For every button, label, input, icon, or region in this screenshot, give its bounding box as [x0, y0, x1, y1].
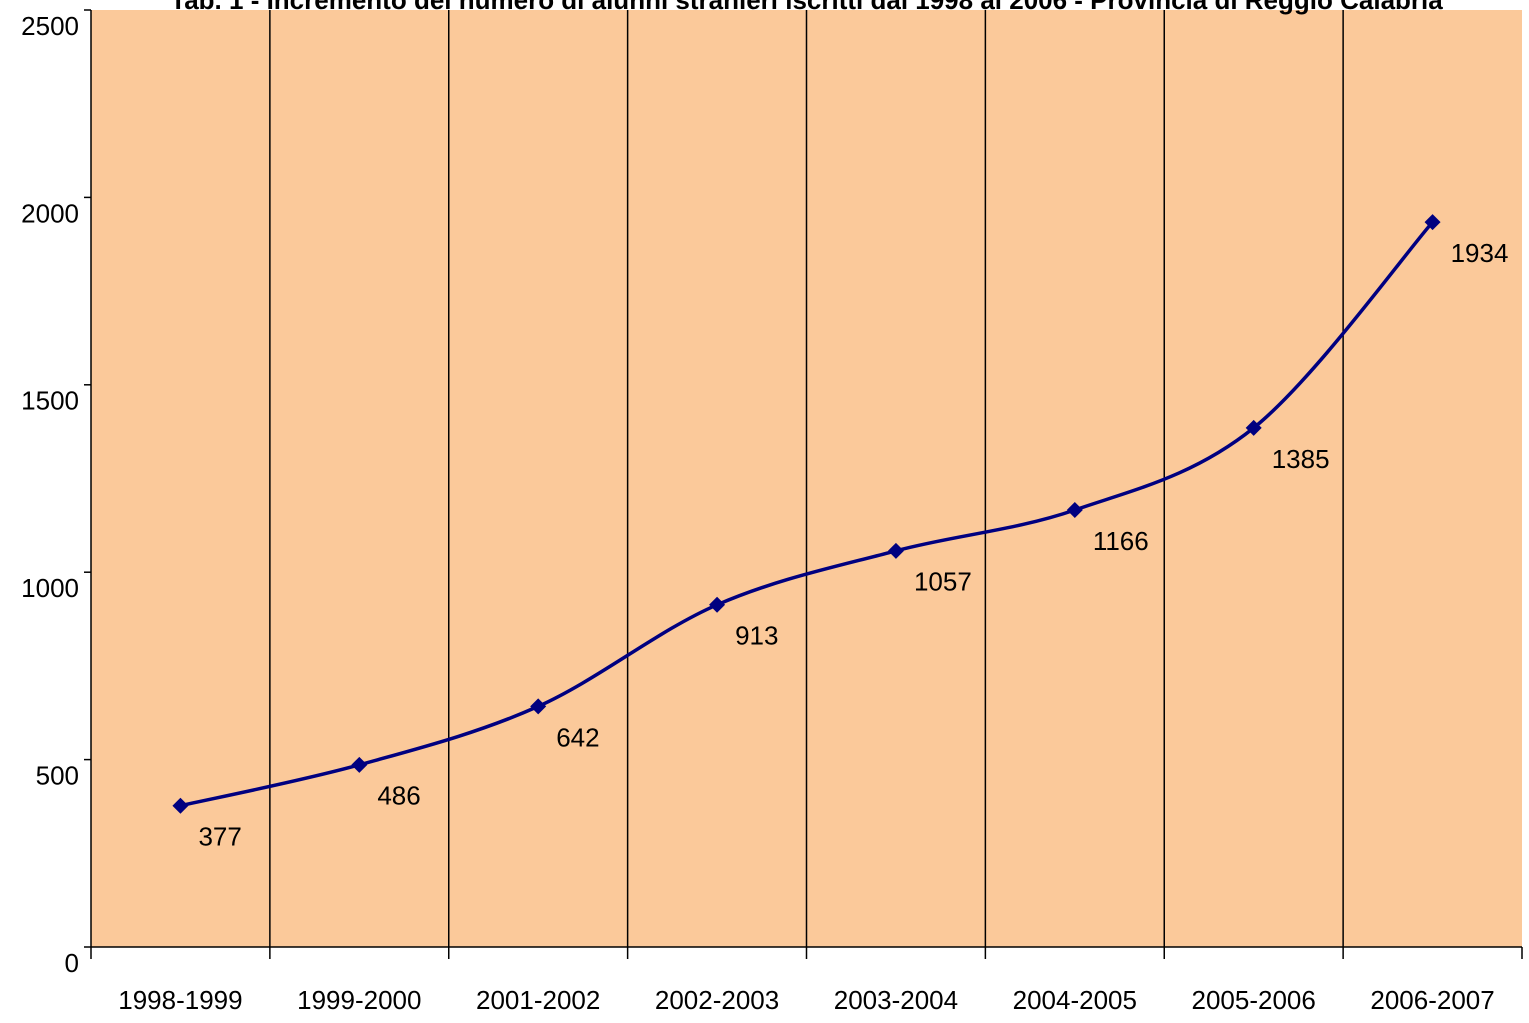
data-label: 1934: [1451, 238, 1509, 268]
chart-title: Tab. 1 - Incremento del numero di alunni…: [170, 0, 1443, 15]
y-tick-label: 500: [36, 760, 79, 790]
y-tick-label: 2000: [21, 198, 79, 228]
x-tick-label: 2006-2007: [1370, 985, 1494, 1015]
data-label: 377: [198, 822, 241, 852]
data-marker: [709, 596, 726, 613]
x-tick-label: 2003-2004: [834, 985, 958, 1015]
y-tick-label: 1500: [21, 386, 79, 416]
data-marker: [172, 797, 189, 814]
x-tick-label: 2004-2005: [1013, 985, 1137, 1015]
data-marker: [887, 542, 904, 559]
y-tick-label: 1000: [21, 573, 79, 603]
data-label: 913: [735, 621, 778, 651]
x-tick-label: 1998-1999: [118, 985, 242, 1015]
data-label: 642: [556, 722, 599, 752]
data-label: 486: [377, 781, 420, 811]
x-tick-label: 1999-2000: [297, 985, 421, 1015]
data-label: 1166: [1093, 526, 1149, 556]
x-tick-label: 2001-2002: [476, 985, 600, 1015]
data-marker: [530, 698, 547, 715]
data-marker: [1066, 501, 1083, 518]
data-marker: [1424, 214, 1441, 231]
data-marker: [351, 756, 368, 773]
data-label: 1385: [1272, 444, 1330, 474]
x-tick-label: 2005-2006: [1192, 985, 1316, 1015]
data-marker: [1245, 419, 1262, 436]
x-tick-label: 2002-2003: [655, 985, 779, 1015]
y-tick-label: 2500: [21, 11, 79, 41]
y-tick-label: 0: [65, 948, 79, 978]
data-label: 1057: [914, 567, 972, 597]
